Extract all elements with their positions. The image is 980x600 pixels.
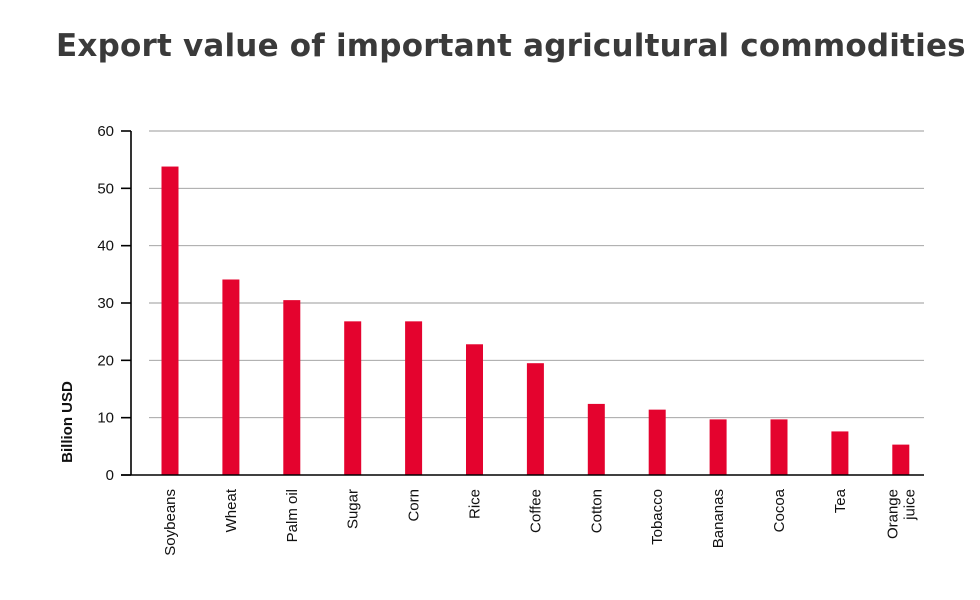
bars [161,166,910,475]
bar [831,431,849,475]
x-category-label: juice [901,489,918,521]
bar [344,321,362,475]
chart-title: Export value of important agricultural c… [56,28,966,64]
x-category-label: Corn [406,489,423,522]
y-tick-label: 30 [97,295,114,312]
bar [222,279,240,475]
x-category-label: Rice [467,489,484,519]
bar [161,166,179,475]
y-axis-title: Billion USD [59,381,76,463]
bar [466,344,483,475]
x-category-label: Tea [832,488,849,513]
x-category-label: Soybeans [162,489,179,556]
bar [526,363,544,475]
x-category-label: Tobacco [649,489,666,545]
bar [283,300,301,475]
bar [892,444,910,475]
x-tick-labels: Soybeans Wheat Palm oil Sugar Corn Rice Coffee… [162,488,918,556]
x-category-label: Wheat [223,488,240,532]
bar [709,419,727,475]
y-tick-labels: 0 10 20 30 40 50 60 [97,123,131,484]
x-category-label: Cocoa [771,488,788,532]
y-tick-label: 40 [97,238,114,255]
x-category-label: Cotton [588,489,605,533]
bar [770,419,788,475]
gridlines [149,130,924,419]
y-tick-label: 20 [97,352,114,369]
bar [648,409,666,475]
y-tick-label: 50 [97,180,114,197]
y-tick-label: 10 [97,410,114,427]
x-category-label: Palm oil [284,489,301,542]
y-tick-label: 60 [97,123,114,140]
x-category-label: Coffee [527,489,544,533]
x-category-label: Orange [884,489,901,539]
y-tick-label: 0 [106,467,114,484]
bar [405,321,423,475]
bar [587,403,605,475]
x-category-label: Sugar [345,489,362,529]
x-category-label: Bananas [710,489,727,548]
